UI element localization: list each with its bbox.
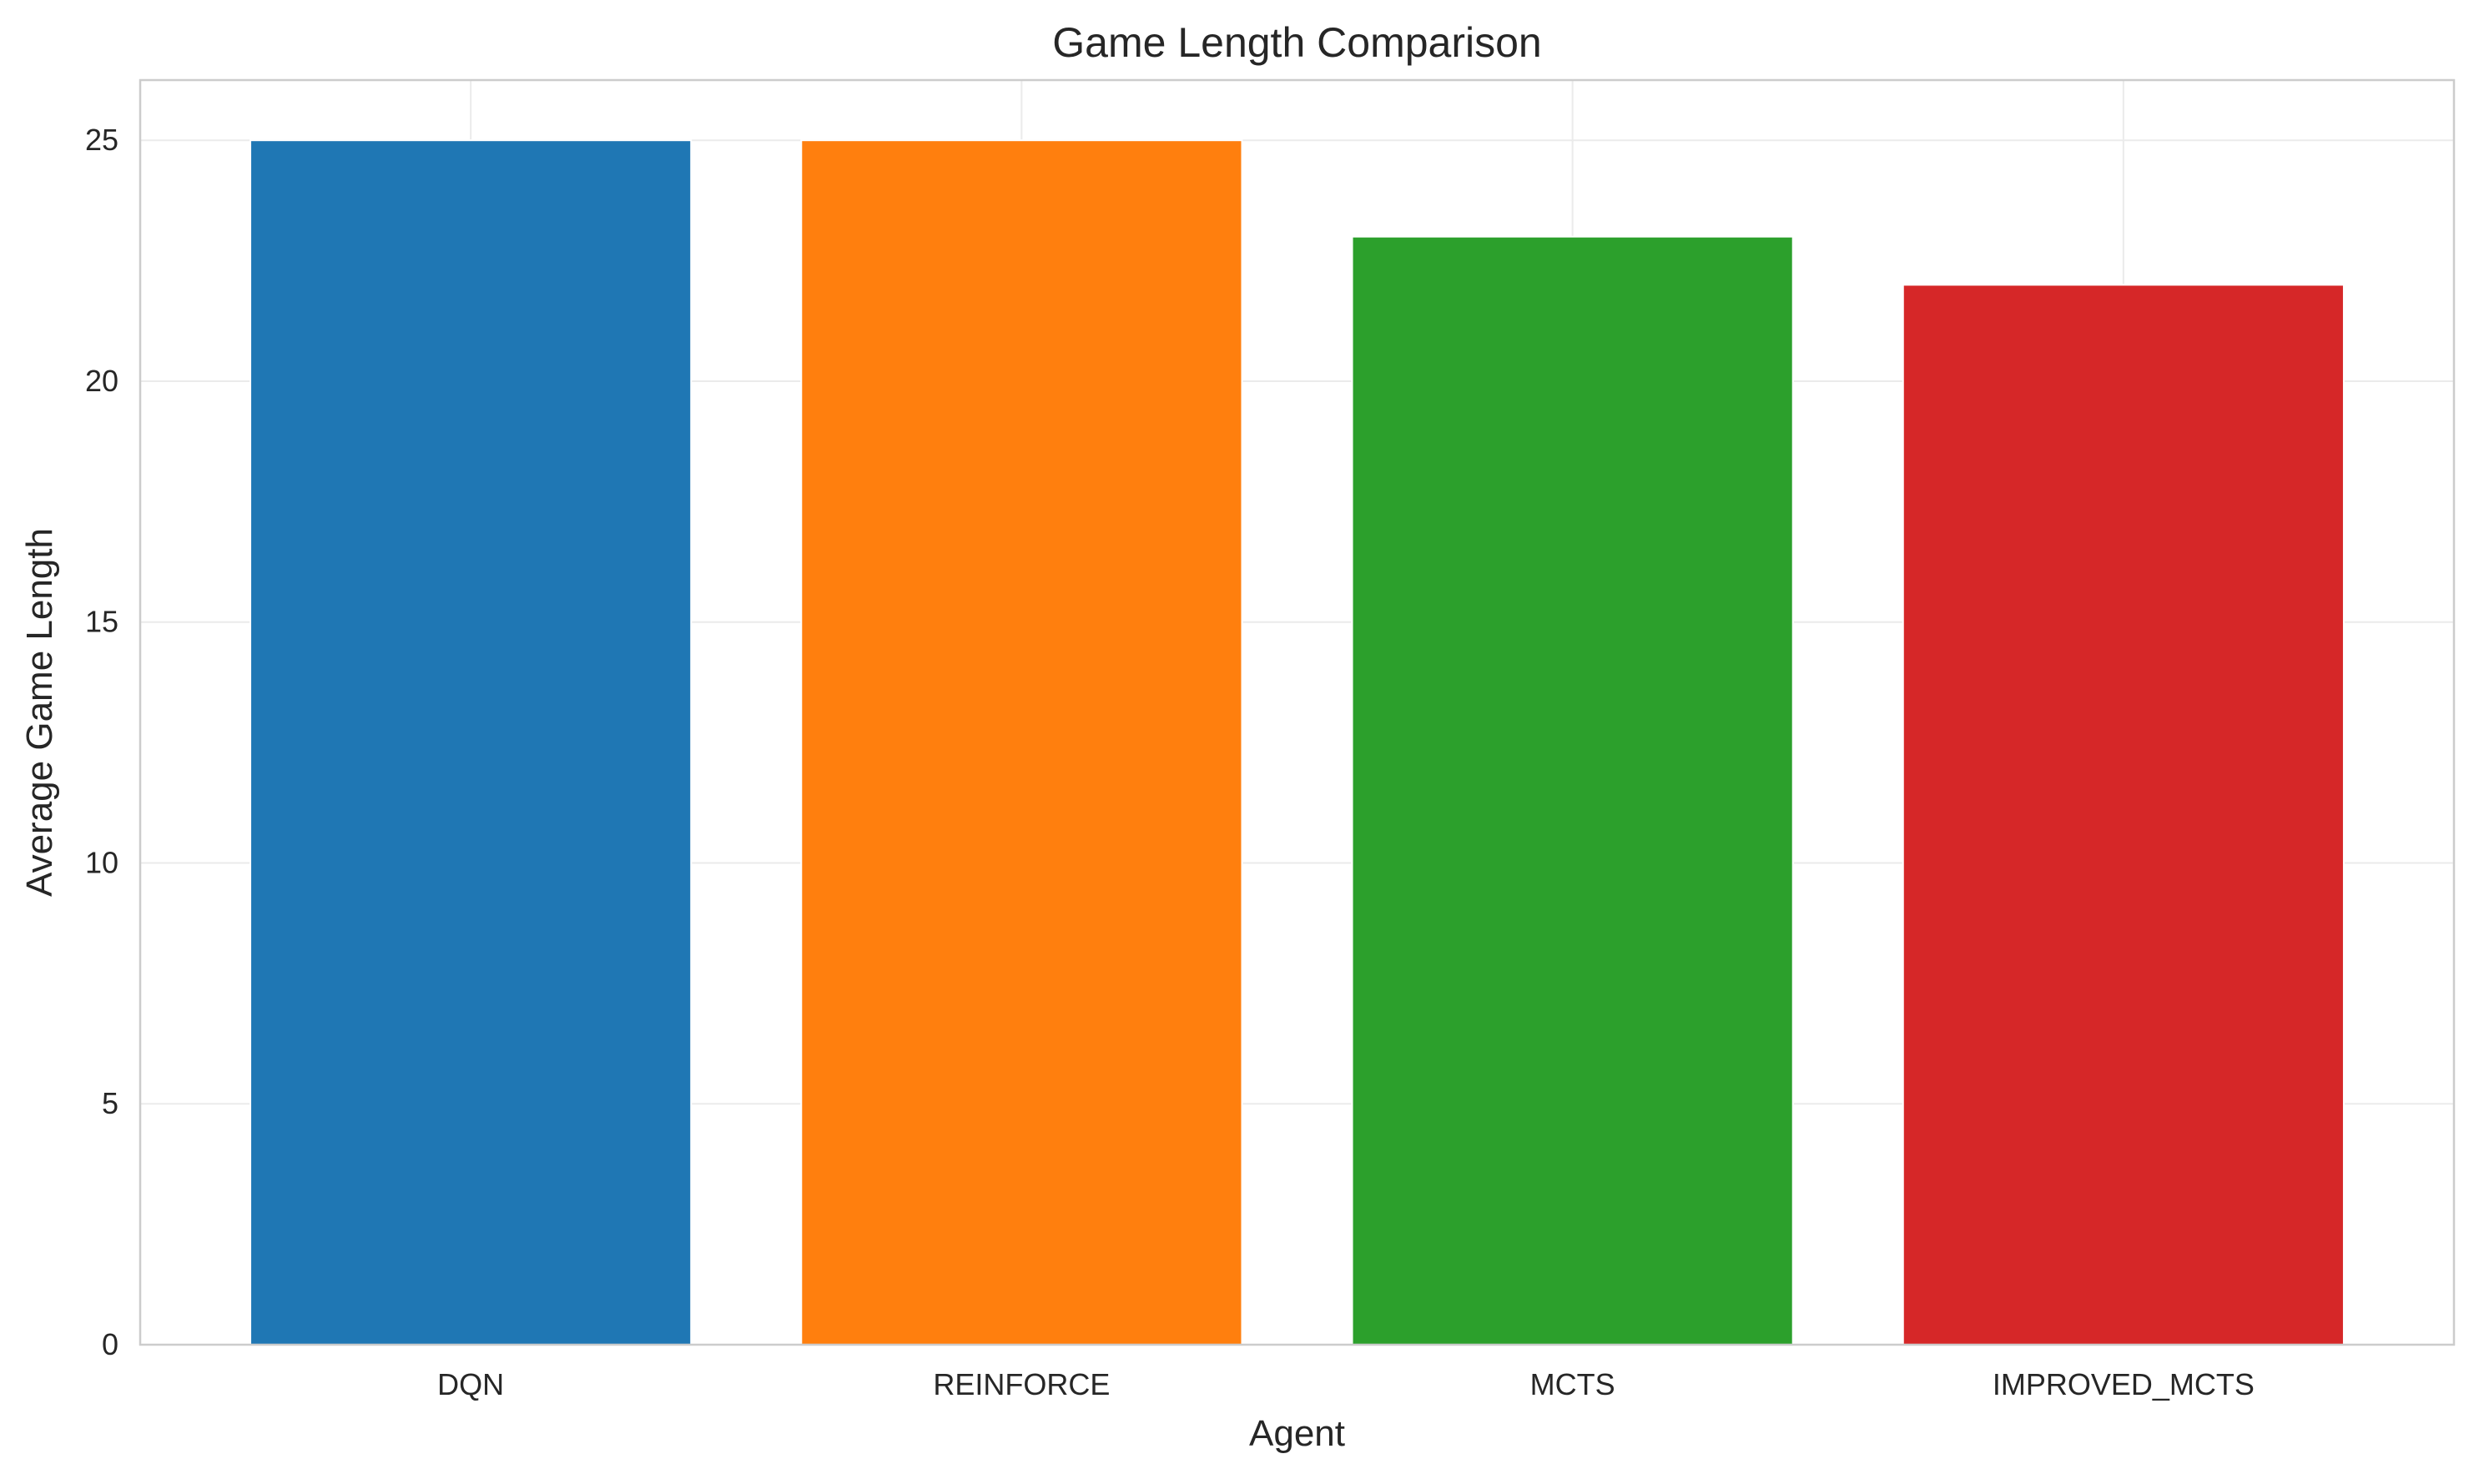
y-tick-label: 10 xyxy=(85,845,118,879)
y-tick-label: 5 xyxy=(102,1086,118,1120)
plot-frame xyxy=(139,78,2456,1346)
y-axis-label: Average Game Length xyxy=(19,528,60,897)
x-ticks: DQN REINFORCE MCTS IMPROVED_MCTS xyxy=(437,1367,2255,1401)
bar-reinforce xyxy=(800,139,1243,1346)
y-ticks: 0 5 10 15 20 25 xyxy=(85,123,118,1361)
bar-dqn xyxy=(249,139,693,1346)
bar-mcts xyxy=(1351,235,1794,1346)
x-tick-label: REINFORCE xyxy=(933,1367,1110,1401)
x-tick-label: MCTS xyxy=(1530,1367,1615,1401)
bar-improved-mcts xyxy=(1902,284,2345,1346)
y-tick-label: 15 xyxy=(85,605,118,639)
bars xyxy=(249,139,2345,1346)
x-tick-label: DQN xyxy=(437,1367,504,1401)
chart-title: Game Length Comparison xyxy=(1052,19,1541,66)
y-tick-label: 25 xyxy=(85,123,118,157)
x-axis-label: Agent xyxy=(1249,1413,1345,1454)
x-tick-label: IMPROVED_MCTS xyxy=(1993,1367,2255,1401)
y-tick-label: 20 xyxy=(85,364,118,398)
y-tick-label: 0 xyxy=(102,1327,118,1361)
